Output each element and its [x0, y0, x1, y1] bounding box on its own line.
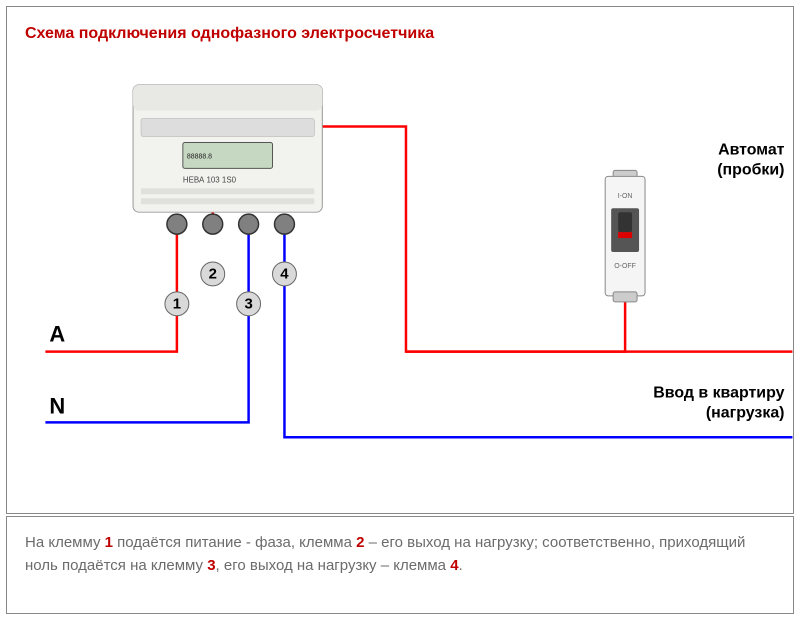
terminal-2 — [203, 214, 223, 234]
terminal-row — [167, 214, 294, 234]
label-phase-A: A — [49, 322, 65, 347]
badge-2: 2 — [201, 262, 225, 286]
svg-text:4: 4 — [280, 265, 289, 282]
badge-1: 1 — [165, 292, 189, 316]
svg-text:O-OFF: O-OFF — [614, 263, 636, 270]
caption-text: На клемму 1 подаётся питание - фаза, кле… — [25, 534, 745, 574]
badge-3: 3 — [237, 292, 261, 316]
terminal-3 — [239, 214, 259, 234]
badge-4: 4 — [273, 262, 297, 286]
meter-device: 88888.8 НЕВА 103 1S0 — [133, 85, 322, 212]
caption-panel: На клемму 1 подаётся питание - фаза, кле… — [6, 516, 794, 614]
svg-text:2: 2 — [209, 265, 217, 282]
label-breaker-l1: Автомат — [718, 141, 785, 158]
svg-text:I-ON: I-ON — [618, 193, 633, 200]
terminal-4 — [274, 214, 294, 234]
meter-model: НЕВА 103 1S0 — [183, 175, 237, 184]
svg-text:1: 1 — [173, 295, 181, 312]
label-load-l2: (нагрузка) — [706, 404, 785, 421]
label-load-l1: Ввод в квартиру — [653, 384, 784, 401]
diagram-frame: Схема подключения однофазного электросче… — [0, 0, 800, 622]
wire-neutral-in — [45, 224, 248, 422]
wiring-canvas: 88888.8 НЕВА 103 1S0 1 2 — [7, 7, 793, 513]
label-breaker-l2: (пробки) — [717, 161, 784, 178]
label-neutral-N: N — [49, 393, 65, 418]
terminal-1 — [167, 214, 187, 234]
svg-text:88888.8: 88888.8 — [187, 153, 212, 160]
diagram-panel: Схема подключения однофазного электросче… — [6, 6, 794, 514]
wire-phase-breaker-tap — [406, 296, 625, 352]
svg-text:3: 3 — [244, 295, 252, 312]
breaker-device: I-ON O-OFF — [605, 170, 645, 301]
